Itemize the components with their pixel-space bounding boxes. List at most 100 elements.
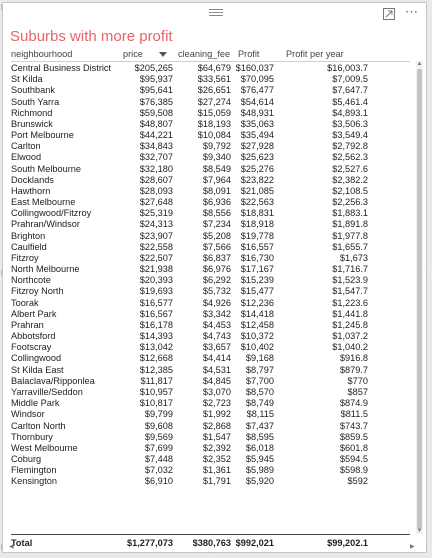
table-row[interactable]: South Melbourne $32,180 $8,549 $25,276 $2,52… bbox=[11, 164, 410, 175]
table-row[interactable]: South Yarra $76,385 $27,274 $54,614 $5,461.4 bbox=[11, 97, 410, 108]
table-row[interactable]: Fitzroy North $19,693 $5,732 $15,477 $1,547.… bbox=[11, 286, 410, 297]
table-row[interactable]: Collingwood/Fitzroy $25,319 $8,556 $18,831 $… bbox=[11, 208, 410, 219]
cell-cleaning-fee: $3,070 bbox=[202, 386, 231, 397]
cell-profit: $160,037 bbox=[235, 63, 274, 73]
table-row[interactable]: Thornbury $9,569 $1,547 $8,595 $859.5 bbox=[11, 432, 410, 443]
cell-price: $10,817 bbox=[139, 398, 173, 409]
sort-descending-icon[interactable] bbox=[159, 52, 167, 57]
cell-neighbourhood: Kensington bbox=[11, 476, 57, 487]
scroll-up-arrow-icon[interactable]: ▲ bbox=[416, 61, 423, 67]
table-row[interactable]: Footscray $13,042 $3,657 $10,402 $1,040.2 bbox=[11, 342, 410, 353]
cell-price: $20,393 bbox=[139, 275, 173, 286]
table-row[interactable]: Caulfield $22,558 $7,566 $16,557 $1,655.7 bbox=[11, 242, 410, 253]
table-row[interactable]: St Kilda $95,937 $33,561 $70,095 $7,009.5 bbox=[11, 74, 410, 85]
cell-price: $12,385 bbox=[139, 364, 173, 375]
table-row[interactable]: Yarraville/Seddon $10,957 $3,070 $8,570 $857 bbox=[11, 387, 410, 398]
cell-profit-per-year: $5,461.4 bbox=[332, 96, 368, 107]
table-row[interactable]: Prahran/Windsor $24,313 $7,234 $18,918 $1,89… bbox=[11, 219, 410, 230]
table-row[interactable]: Flemington $7,032 $1,361 $5,989 $598.9 bbox=[11, 465, 410, 476]
cell-profit: $10,372 bbox=[240, 331, 274, 342]
column-header-neighbourhood[interactable]: neighbourhood bbox=[11, 49, 73, 59]
table-row[interactable]: Coburg $7,448 $2,352 $5,945 $594.5 bbox=[11, 454, 410, 465]
drag-grip-icon[interactable] bbox=[209, 9, 223, 17]
table-row[interactable]: Port Melbourne $44,221 $10,084 $35,494 $3,54… bbox=[11, 130, 410, 141]
cell-profit: $18,831 bbox=[240, 208, 274, 219]
table-row[interactable]: Brunswick $48,807 $18,193 $35,063 $3,506.3 bbox=[11, 119, 410, 130]
cell-profit: $18,918 bbox=[240, 219, 274, 230]
vertical-scrollbar-thumb[interactable] bbox=[417, 69, 422, 529]
cell-cleaning-fee: $6,976 bbox=[202, 264, 231, 275]
table-row[interactable]: Albert Park $16,567 $3,342 $14,418 $1,441.8 bbox=[11, 309, 410, 320]
resize-handle-icon[interactable] bbox=[426, 270, 427, 276]
cell-neighbourhood: South Yarra bbox=[11, 96, 60, 107]
cell-neighbourhood: Central Business District bbox=[11, 63, 112, 73]
table-row[interactable]: Southbank $95,641 $26,651 $76,477 $7,647.7 bbox=[11, 85, 410, 96]
table-body: Central Business District $205,265 $64,679… bbox=[11, 63, 410, 488]
table-row[interactable]: Collingwood $12,668 $4,414 $9,168 $916.8 bbox=[11, 353, 410, 364]
table-row[interactable]: Windsor $9,799 $1,992 $8,115 $811.5 bbox=[11, 409, 410, 420]
cell-profit-per-year: $3,506.3 bbox=[332, 118, 368, 129]
cell-profit: $23,822 bbox=[240, 174, 274, 185]
resize-handle-icon[interactable] bbox=[426, 544, 427, 550]
table-row[interactable]: Northcote $20,393 $6,292 $15,239 $1,523.9 bbox=[11, 275, 410, 286]
column-header-cleaning-fee[interactable]: cleaning_fee bbox=[178, 49, 231, 59]
cell-profit-per-year: $7,647.7 bbox=[332, 85, 368, 96]
resize-handle-icon[interactable] bbox=[426, 4, 427, 10]
resize-handle-icon[interactable] bbox=[1, 544, 2, 550]
column-header-profit[interactable]: Profit bbox=[238, 49, 260, 59]
cell-profit-per-year: $1,655.7 bbox=[332, 241, 368, 252]
table-row[interactable]: Balaclava/Ripponlea $11,817 $4,845 $7,700 $7… bbox=[11, 376, 410, 387]
table-row[interactable]: Carlton North $9,608 $2,868 $7,437 $743.7 bbox=[11, 421, 410, 432]
table-row[interactable]: East Melbourne $27,648 $6,936 $22,563 $2,256… bbox=[11, 197, 410, 208]
cell-neighbourhood: Coburg bbox=[11, 454, 42, 465]
cell-cleaning-fee: $9,340 bbox=[202, 152, 231, 163]
table-row[interactable]: Docklands $28,607 $7,964 $23,822 $2,382.2 bbox=[11, 175, 410, 186]
cell-neighbourhood: Brighton bbox=[11, 230, 46, 241]
resize-handle-icon[interactable] bbox=[210, 552, 216, 553]
cell-price: $205,265 bbox=[134, 63, 173, 73]
table-row[interactable]: St Kilda East $12,385 $4,531 $8,797 $879.7 bbox=[11, 365, 410, 376]
table-row[interactable]: Toorak $16,577 $4,926 $12,236 $1,223.6 bbox=[11, 298, 410, 309]
cell-price: $32,707 bbox=[139, 152, 173, 163]
cell-neighbourhood: North Melbourne bbox=[11, 264, 80, 275]
cell-price: $14,393 bbox=[139, 331, 173, 342]
cell-profit-per-year: $857 bbox=[347, 386, 368, 397]
cell-neighbourhood: St Kilda bbox=[11, 74, 43, 85]
resize-handle-icon[interactable] bbox=[1, 4, 2, 10]
scroll-right-arrow-icon[interactable]: ▶ bbox=[410, 544, 415, 550]
focus-mode-icon[interactable] bbox=[383, 8, 395, 20]
cell-neighbourhood: South Melbourne bbox=[11, 163, 81, 174]
cell-cleaning-fee: $8,549 bbox=[202, 163, 231, 174]
table-row[interactable]: North Melbourne $21,938 $6,976 $17,167 $1,71… bbox=[11, 264, 410, 275]
more-options-icon[interactable]: ⋯ bbox=[405, 4, 419, 19]
column-header-profit-per-year[interactable]: Profit per year bbox=[286, 49, 344, 59]
cell-neighbourhood: Brunswick bbox=[11, 118, 53, 129]
table-row[interactable]: Prahran $16,178 $4,453 $12,458 $1,245.8 bbox=[11, 320, 410, 331]
cell-profit: $8,749 bbox=[245, 398, 274, 409]
table-row[interactable]: Elwood $32,707 $9,340 $25,623 $2,562.3 bbox=[11, 152, 410, 163]
table-row[interactable]: Richmond $59,508 $15,059 $48,931 $4,893.1 bbox=[11, 108, 410, 119]
table-row[interactable]: Hawthorn $28,093 $8,091 $21,085 $2,108.5 bbox=[11, 186, 410, 197]
table-row[interactable]: Brighton $23,907 $5,208 $19,778 $1,977.8 bbox=[11, 231, 410, 242]
table-row[interactable]: Central Business District $205,265 $64,679… bbox=[11, 63, 410, 74]
resize-handle-icon[interactable] bbox=[1, 270, 2, 276]
cell-profit-per-year: $1,891.8 bbox=[332, 219, 368, 230]
cell-price: $13,042 bbox=[139, 342, 173, 353]
scroll-left-arrow-icon[interactable]: ◀ bbox=[9, 544, 14, 550]
cell-price: $95,641 bbox=[139, 85, 173, 96]
table-row[interactable]: Fitzroy $22,507 $6,837 $16,730 $1,673 bbox=[11, 253, 410, 264]
cell-cleaning-fee: $64,679 bbox=[197, 63, 231, 73]
cell-cleaning-fee: $33,561 bbox=[197, 74, 231, 85]
scroll-down-arrow-icon[interactable]: ▼ bbox=[416, 528, 423, 534]
table-row[interactable]: Abbotsford $14,393 $4,743 $10,372 $1,037.2 bbox=[11, 331, 410, 342]
cell-neighbourhood: Collingwood/Fitzroy bbox=[11, 208, 92, 219]
cell-cleaning-fee: $2,392 bbox=[202, 442, 231, 453]
table-row[interactable]: West Melbourne $7,699 $2,392 $6,018 $601.8 bbox=[11, 443, 410, 454]
cell-price: $27,648 bbox=[139, 197, 173, 208]
column-header-price[interactable]: price bbox=[123, 49, 143, 59]
table-row[interactable]: Middle Park $10,817 $2,723 $8,749 $874.9 bbox=[11, 398, 410, 409]
cell-cleaning-fee: $1,547 bbox=[202, 431, 231, 442]
table-row[interactable]: Carlton $34,843 $9,792 $27,928 $2,792.8 bbox=[11, 141, 410, 152]
cell-profit-per-year: $879.7 bbox=[339, 364, 368, 375]
table-row[interactable]: Kensington $6,910 $1,791 $5,920 $592 bbox=[11, 476, 410, 487]
